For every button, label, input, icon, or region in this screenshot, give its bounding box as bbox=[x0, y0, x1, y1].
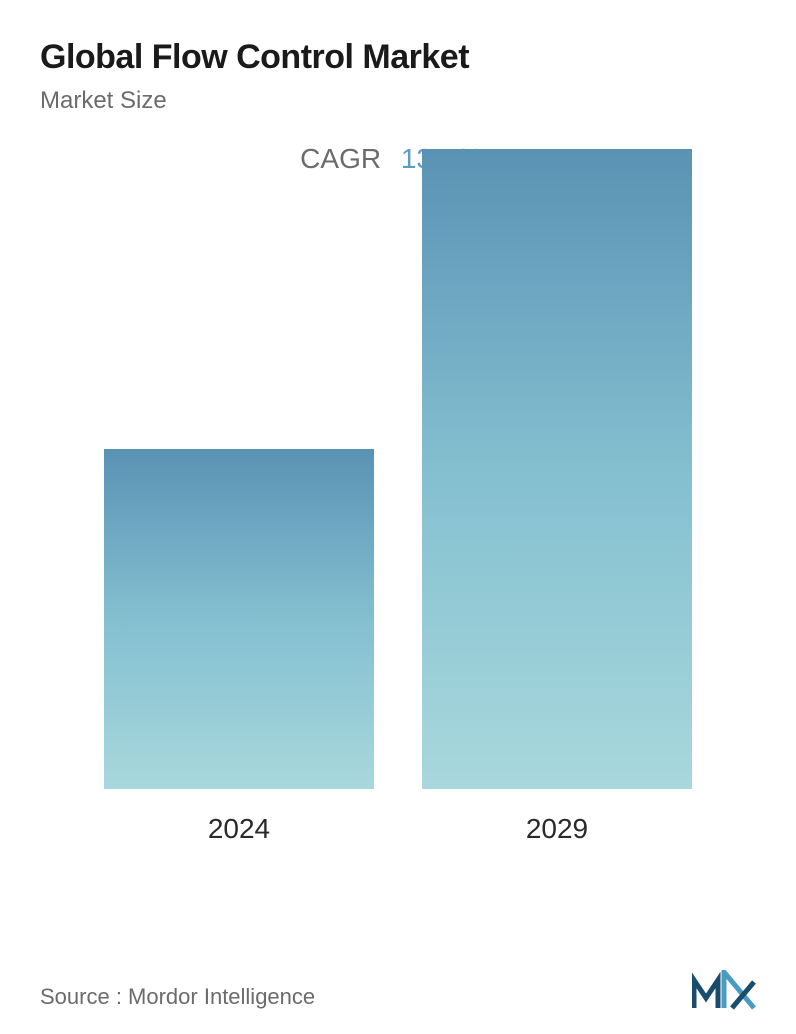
bar-group-2029: 2029 bbox=[422, 149, 692, 845]
chart-container: Global Flow Control Market Market Size C… bbox=[0, 0, 796, 1034]
bar-group-2024: 2024 bbox=[104, 449, 374, 845]
bar-chart-area: 2024 2029 bbox=[40, 205, 756, 845]
bar-2024 bbox=[104, 449, 374, 789]
chart-subtitle: Market Size bbox=[40, 87, 756, 115]
bar-label-2029: 2029 bbox=[526, 813, 588, 845]
source-attribution: Source : Mordor Intelligence bbox=[40, 984, 315, 1010]
cagr-label: CAGR bbox=[300, 143, 381, 174]
footer: Source : Mordor Intelligence bbox=[40, 970, 756, 1010]
bar-label-2024: 2024 bbox=[208, 813, 270, 845]
mordor-logo-icon bbox=[692, 970, 756, 1010]
chart-title: Global Flow Control Market bbox=[40, 38, 756, 77]
bar-2029 bbox=[422, 149, 692, 789]
